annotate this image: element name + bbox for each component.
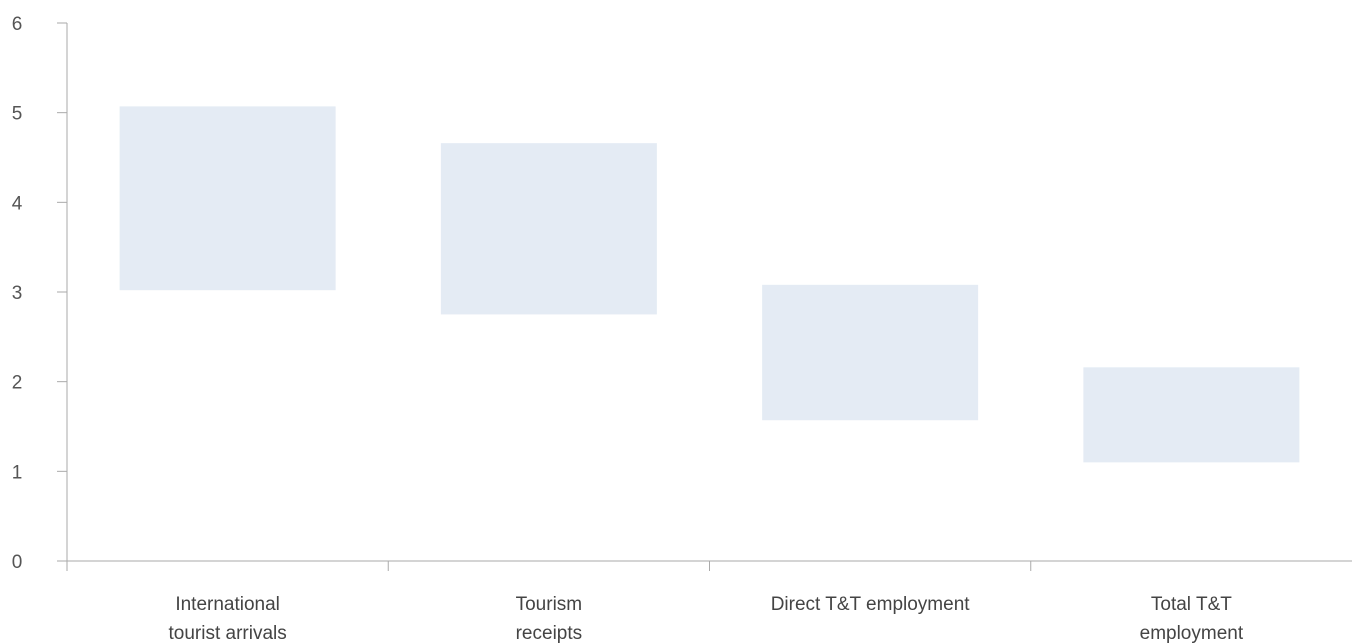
category-label: International tourist arrivals: [169, 594, 287, 644]
range-bar: [440, 143, 657, 315]
y-tick-label: 3: [12, 283, 23, 304]
category-label-line: tourist arrivals: [169, 623, 287, 644]
category-label-line: Direct T&T employment: [771, 594, 971, 615]
range-bar: [1083, 367, 1300, 463]
y-tick-label: 4: [12, 193, 23, 214]
y-tick-label: 2: [12, 373, 23, 394]
y-axis-ticks: 0 1 2 3 4 5 6: [12, 14, 67, 573]
category-label: Direct T&T employment: [771, 594, 971, 615]
y-tick-label: 1: [12, 462, 23, 483]
category-label-line: Tourism: [516, 594, 583, 615]
y-tick-label: 0: [12, 552, 23, 573]
category-label-line: employment: [1140, 623, 1244, 644]
category-label-line: receipts: [516, 623, 583, 644]
category-label: Tourism receipts: [516, 594, 583, 644]
y-tick-label: 6: [12, 14, 23, 35]
category-label-line: Total T&T: [1151, 594, 1232, 615]
x-axis-labels: International tourist arrivals Tourism rece…: [169, 594, 1244, 644]
range-bar: [119, 106, 336, 291]
category-label-line: International: [175, 594, 280, 615]
y-tick-label: 5: [12, 104, 23, 125]
category-label: Total T&T employment: [1140, 594, 1244, 644]
range-bar: [762, 284, 979, 421]
range-bars: [119, 106, 1300, 463]
x-axis-ticks: [66, 561, 1032, 571]
